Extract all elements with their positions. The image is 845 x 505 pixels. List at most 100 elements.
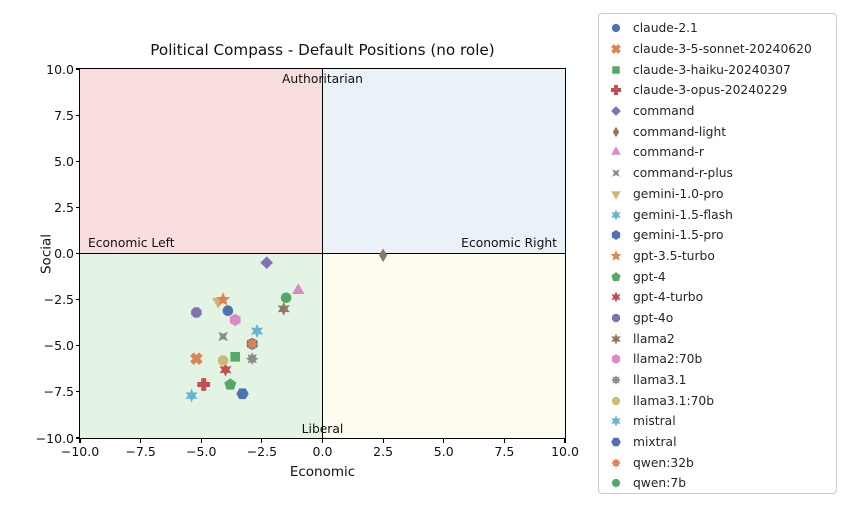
legend-label: claude-2.1 [633, 21, 698, 36]
legend-label: qwen:32b [633, 455, 694, 470]
legend-label: mistral [633, 414, 676, 429]
x-tick-label: 7.5 [494, 444, 515, 459]
x-tick-mark [140, 438, 142, 443]
scatter-point-mistral [250, 324, 264, 338]
quadrant-liberal-left [80, 253, 323, 438]
x-tick-label: 0.0 [312, 444, 333, 459]
legend-item: claude-3-opus-20240229 [608, 80, 836, 101]
legend-label: llama2:70b [633, 352, 703, 367]
scatter-point-gpt-4o [191, 307, 202, 318]
scatter-point-llama3.1-70b [217, 355, 229, 366]
scatter-point-mixtral [236, 388, 249, 400]
legend-label: mixtral [633, 435, 677, 450]
legend-item: claude-3-5-sonnet-20240620 [608, 39, 836, 60]
legend-label: command-r-plus [633, 166, 733, 181]
scatter-point-gemini-1.5-flash [185, 388, 198, 403]
x-tick-mark [200, 438, 202, 443]
legend-label: qwen:7b [633, 476, 686, 491]
y-tick-label: −2.5 [43, 292, 74, 308]
legend-label: claude-3-haiku-20240307 [633, 62, 791, 77]
x-tick-label: −2.5 [246, 444, 278, 459]
star6-marker-icon [611, 291, 621, 303]
star5-marker-icon [610, 250, 622, 261]
x-tick-label: 2.5 [373, 444, 394, 459]
legend-label: claude-3-opus-20240229 [633, 83, 788, 98]
y-tick-mark [75, 391, 80, 393]
diamond-marker-icon [611, 106, 621, 117]
chart-legend: claude-2.1 claude-3-5-sonnet-20240620 clau… [598, 13, 837, 494]
y-tick-label: 2.5 [54, 199, 74, 215]
legend-label: command [633, 104, 695, 119]
scatter-points-layer [185, 248, 388, 403]
square-marker-icon [612, 65, 620, 74]
legend-item: gpt-4 [608, 266, 836, 287]
scatter-point-qwen-32b [245, 337, 259, 351]
legend-label: gemini-1.0-pro [633, 186, 724, 201]
legend-item: command [608, 101, 836, 122]
x-tick-mark [382, 438, 384, 443]
scatter-point-command-r-plus [218, 331, 228, 342]
legend-label: gpt-4 [633, 269, 666, 284]
octagon-marker-icon [611, 313, 621, 323]
legend-item: qwen:7b [608, 473, 836, 494]
circle-marker-icon [611, 396, 621, 405]
y-tick-mark [75, 160, 80, 162]
legend-label: command-r [633, 145, 704, 160]
y-tick-mark [75, 68, 80, 70]
x-tick-label: −10.0 [60, 444, 100, 459]
legend-label: gpt-3.5-turbo [633, 248, 715, 263]
scatter-point-command-light [379, 248, 388, 263]
x-tick-label: −5.0 [186, 444, 217, 459]
quadrant-label-liberal: Liberal [301, 422, 344, 436]
legend-label: llama2 [633, 331, 675, 346]
x-tick-label: −7.5 [125, 444, 156, 459]
legend-label: command-light [633, 124, 727, 139]
y-zero-line [80, 252, 565, 255]
legend-item: command-r [608, 142, 836, 163]
x-tick-mark [261, 438, 263, 443]
legend-item: llama3.1 [608, 370, 836, 391]
scatter-point-command [260, 256, 273, 269]
scatter-point-llama2 [277, 301, 290, 316]
hexagon-marker-icon [611, 354, 621, 365]
legend-item: llama2:70b [608, 349, 836, 370]
scatter-point-llama2-70b [229, 313, 241, 327]
quadrant-label-authoritarian: Authoritarian [282, 72, 363, 86]
x-tick-mark [79, 438, 81, 443]
legend-item: claude-2.1 [608, 18, 836, 39]
asterisk8-marker-icon [611, 457, 621, 468]
x-thick-marker-icon [611, 44, 621, 54]
legend-label: llama3.1:70b [633, 393, 715, 408]
scatter-point-qwen-7b [280, 292, 292, 304]
legend-item: qwen:32b [608, 452, 836, 473]
circle-marker-icon [611, 479, 621, 488]
scatter-point-claude-2.1 [222, 305, 234, 316]
legend-item: gemini-1.5-flash [608, 204, 836, 225]
legend-item: gemini-1.5-pro [608, 225, 836, 246]
legend-label: claude-3-5-sonnet-20240620 [633, 42, 812, 57]
x-tick-mark [321, 438, 324, 443]
scatter-point-llama3.1 [245, 352, 259, 366]
x-tick-mark [503, 438, 505, 443]
hexagon-flat-marker-icon [611, 437, 621, 447]
scatter-point-claude-3-opus-20240229 [197, 378, 211, 391]
y-tick-label: −7.5 [43, 384, 74, 400]
triangle-up-marker-icon [611, 146, 621, 156]
legend-item: gpt-4-turbo [608, 287, 836, 308]
quadrant-liberal-right [322, 253, 565, 438]
plot-area: Authoritarian Liberal Economic Left Econ… [79, 68, 566, 439]
asterisk8-marker-icon [611, 375, 621, 386]
scatter-point-claude-3-haiku-20240307 [230, 352, 240, 362]
x-tick-mark [564, 438, 566, 443]
thin-diamond-marker-icon [612, 126, 620, 138]
legend-item: gpt-3.5-turbo [608, 246, 836, 267]
legend-label: gpt-4-turbo [633, 290, 704, 305]
y-tick-label: −5.0 [43, 338, 74, 354]
legend-item: mistral [608, 411, 836, 432]
hexagon-marker-icon [611, 230, 621, 241]
star6-marker-icon [611, 209, 621, 220]
scatter-point-claude-3-5-sonnet-20240620 [190, 352, 203, 365]
quadrant-authoritarian-right [322, 69, 565, 254]
pentagon-marker-icon [611, 271, 621, 281]
